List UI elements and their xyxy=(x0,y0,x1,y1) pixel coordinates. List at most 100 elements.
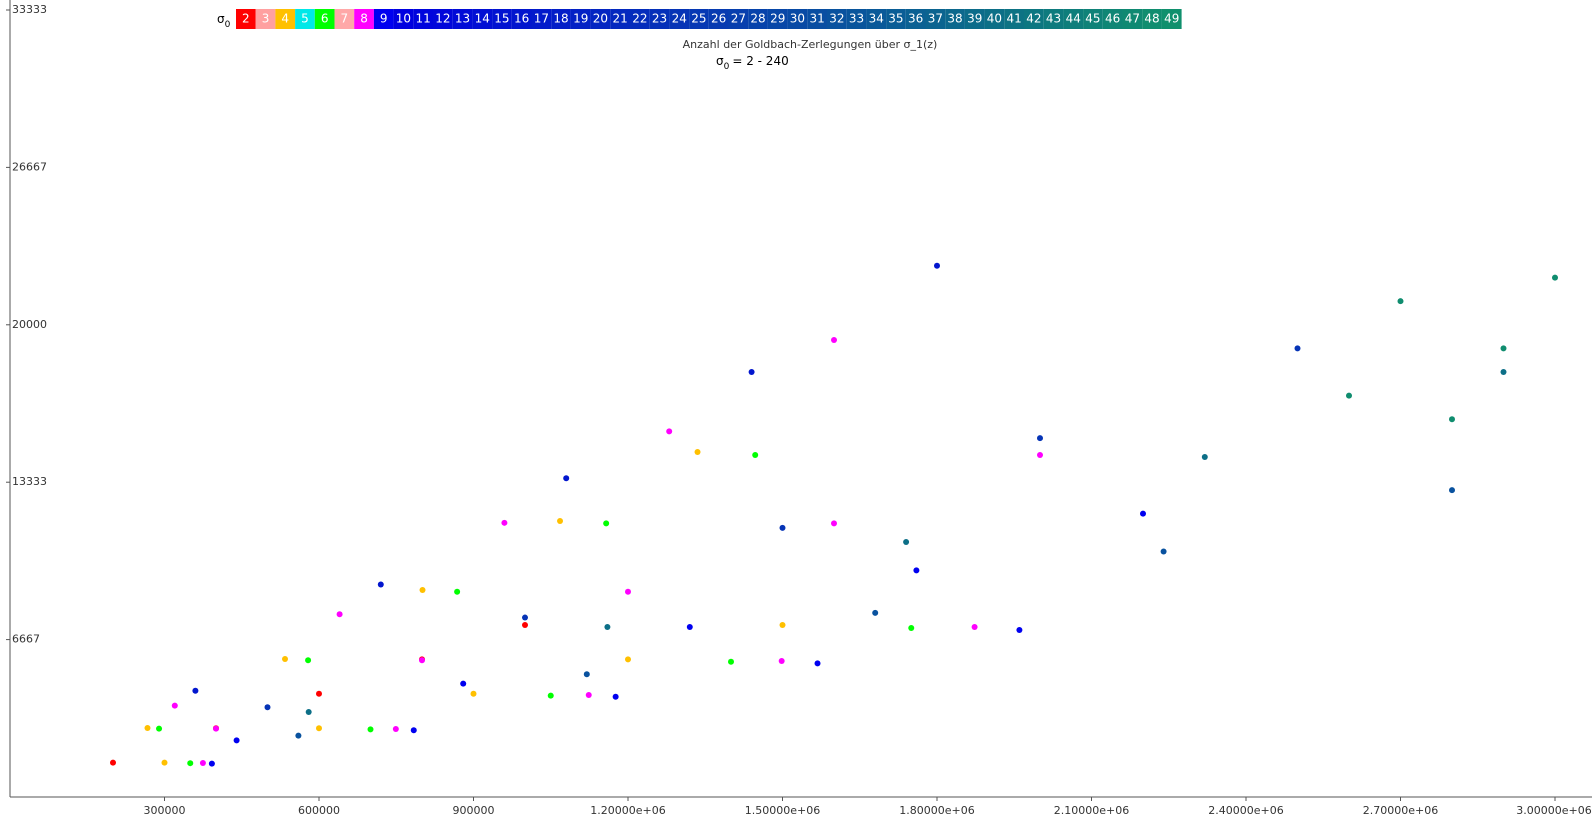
point xyxy=(1294,345,1301,352)
point xyxy=(161,759,168,766)
point xyxy=(1016,627,1023,634)
point xyxy=(187,760,194,767)
legend-label: 22 xyxy=(632,12,647,26)
point xyxy=(686,624,693,631)
point xyxy=(233,737,240,744)
point xyxy=(316,725,322,732)
legend-label: 32 xyxy=(829,12,844,26)
point xyxy=(903,539,910,546)
legend-label: 4 xyxy=(281,12,289,26)
point xyxy=(110,759,116,766)
legend-swatch xyxy=(1063,9,1084,29)
point xyxy=(908,624,915,631)
point xyxy=(377,581,384,588)
chart-title: Anzahl der Goldbach-Zerlegungen über σ_1… xyxy=(683,38,938,51)
legend-swatch xyxy=(886,9,906,29)
point xyxy=(779,524,786,531)
point xyxy=(316,690,322,697)
legend-swatch xyxy=(925,9,946,29)
point xyxy=(604,624,611,631)
legend-label: 33 xyxy=(849,12,864,26)
legend-label: 25 xyxy=(691,12,706,26)
legend-swatch xyxy=(1043,9,1064,29)
legend-label: 46 xyxy=(1105,12,1120,26)
point xyxy=(612,693,619,700)
legend-swatch xyxy=(551,9,571,29)
point xyxy=(814,660,821,667)
legend-swatch xyxy=(945,9,965,29)
point xyxy=(1037,435,1043,442)
point xyxy=(192,687,199,694)
legend-label: 3 xyxy=(262,12,270,26)
legend-label: 28 xyxy=(750,12,765,26)
point xyxy=(1037,452,1043,459)
legend-swatch xyxy=(334,9,355,29)
legend-swatch xyxy=(452,9,473,29)
legend-label: 27 xyxy=(731,12,746,26)
legend-label: 42 xyxy=(1026,12,1041,26)
legend-swatch xyxy=(708,9,729,29)
legend-swatch xyxy=(531,9,552,29)
subtitle-text: = 2 - 240 xyxy=(732,54,788,68)
legend-swatch xyxy=(767,9,788,29)
legend-label: 5 xyxy=(301,12,309,26)
point xyxy=(547,692,554,699)
legend-swatch xyxy=(570,9,591,29)
point xyxy=(282,655,289,662)
legend-label: 29 xyxy=(770,12,785,26)
legend-swatch xyxy=(413,9,433,29)
x-tick-label: 600000 xyxy=(298,804,340,817)
point xyxy=(522,614,528,621)
point xyxy=(419,657,425,664)
legend-swatch xyxy=(393,9,414,29)
x-tick-label: 1.80000e+06 xyxy=(899,804,974,817)
point xyxy=(213,725,219,732)
x-tick-label: 2.70000e+06 xyxy=(1363,804,1438,817)
legend-swatch xyxy=(590,9,611,29)
y-tick-label: 26667 xyxy=(12,160,47,173)
legend-label: 15 xyxy=(494,12,509,26)
point xyxy=(748,369,755,376)
point xyxy=(336,611,343,618)
point xyxy=(410,727,417,734)
point xyxy=(1449,416,1455,423)
subtitle-subscript: 0 xyxy=(724,62,730,72)
legend-label: 19 xyxy=(573,12,588,26)
point xyxy=(144,725,151,732)
legend-swatch xyxy=(728,9,749,29)
point xyxy=(1397,298,1404,305)
point xyxy=(563,475,570,482)
point xyxy=(454,588,461,595)
legend-swatch xyxy=(807,9,827,29)
legend-label: 9 xyxy=(380,12,388,26)
point xyxy=(625,656,631,663)
legend-title: σ0 xyxy=(217,12,231,30)
point xyxy=(470,690,477,697)
x-tick-label: 300000 xyxy=(144,804,186,817)
point xyxy=(913,567,920,574)
point xyxy=(557,517,564,524)
y-tick-label: 20000 xyxy=(12,318,47,331)
x-tick-label: 900000 xyxy=(453,804,495,817)
legend-label: 8 xyxy=(360,12,368,26)
legend-swatch xyxy=(649,9,670,29)
legend-swatch xyxy=(748,9,768,29)
legend-swatch xyxy=(1024,9,1044,29)
point xyxy=(156,725,163,732)
x-tick-label: 2.10000e+06 xyxy=(1054,804,1129,817)
legend-label: 2 xyxy=(242,12,250,26)
legend-swatch xyxy=(511,9,532,29)
legend-label: 12 xyxy=(435,12,450,26)
point xyxy=(694,449,701,456)
point xyxy=(419,587,426,594)
point xyxy=(728,658,734,665)
legend-swatch xyxy=(964,9,985,29)
legend-label: 20 xyxy=(593,12,608,26)
legend-swatch xyxy=(866,9,887,29)
legend-swatch xyxy=(689,9,709,29)
point xyxy=(264,704,271,711)
point xyxy=(1500,345,1507,352)
point xyxy=(1449,487,1455,494)
point xyxy=(367,726,374,733)
legend-swatch xyxy=(827,9,847,29)
